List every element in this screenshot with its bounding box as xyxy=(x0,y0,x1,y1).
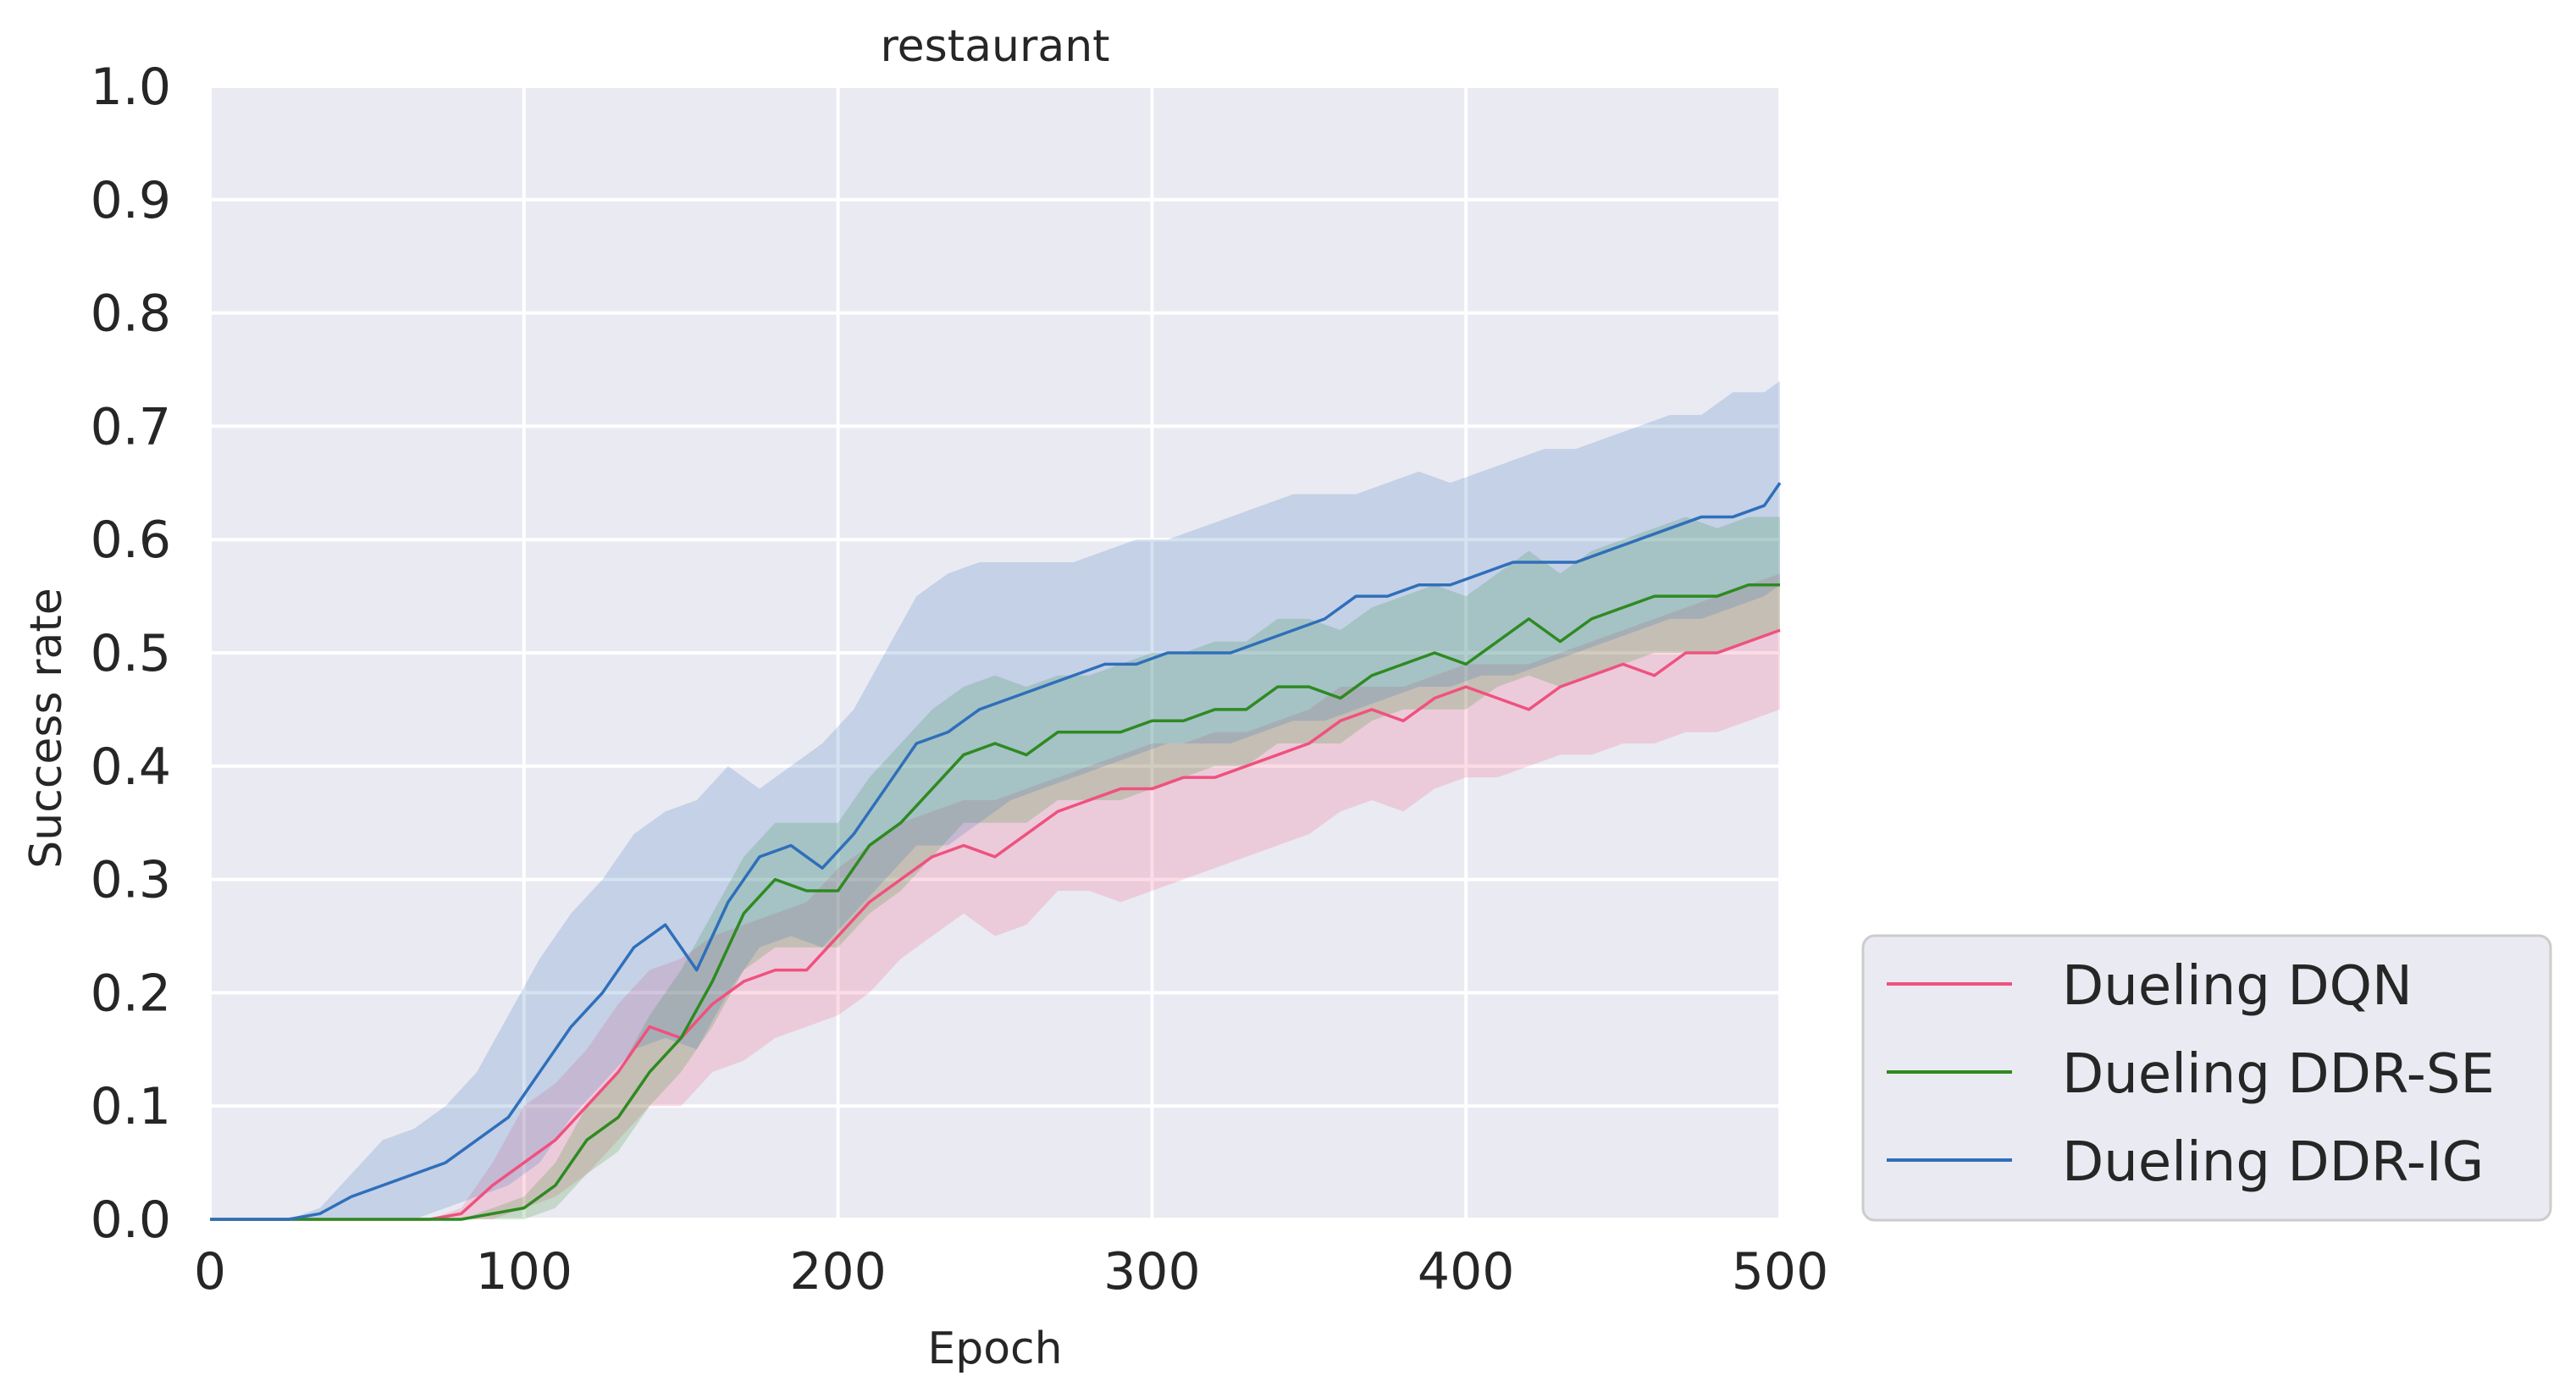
x-tick-label: 100 xyxy=(476,1242,573,1301)
y-tick-label: 0.1 xyxy=(91,1077,171,1136)
line-dueling-ddr-se xyxy=(210,583,1780,1221)
y-tick-label: 0.2 xyxy=(91,964,171,1023)
legend: Dueling DQN Dueling DDR-SE Dueling DDR-I… xyxy=(1861,934,2552,1222)
x-tick-labels: 0 100 200 300 400 500 xyxy=(194,1242,1828,1301)
confidence-bands xyxy=(210,380,1780,1219)
y-tick-labels: 0.0 0.1 0.2 0.3 0.4 0.5 0.6 0.7 0.8 0.9 1.0 xyxy=(91,58,171,1250)
y-tick-label: 0.5 xyxy=(91,624,171,683)
x-tick-label: 500 xyxy=(1732,1242,1829,1301)
x-tick-label: 0 xyxy=(194,1242,226,1301)
band-dueling-ddr-ig xyxy=(210,380,1780,1219)
y-tick-label: 0.4 xyxy=(91,738,171,797)
y-tick-label: 0.7 xyxy=(91,397,171,456)
legend-label-dueling-ddr-ig: Dueling DDR-IG xyxy=(2062,1131,2484,1194)
line-dueling-ddr-ig xyxy=(210,482,1782,1221)
grid-lines xyxy=(208,85,1782,1221)
y-tick-label: 0.9 xyxy=(91,171,171,230)
legend-box xyxy=(1861,934,2552,1222)
y-tick-label: 0.0 xyxy=(91,1191,171,1250)
legend-label-dueling-ddr-se: Dueling DDR-SE xyxy=(2062,1043,2495,1106)
band-dueling-ddr-se xyxy=(210,517,1780,1219)
x-tick-label: 300 xyxy=(1103,1242,1201,1301)
y-tick-label: 1.0 xyxy=(91,58,171,117)
y-axis-label: Success rate xyxy=(21,588,72,868)
line-dueling-dqn xyxy=(210,628,1781,1221)
y-tick-label: 0.6 xyxy=(91,511,171,570)
x-axis-label: Epoch xyxy=(927,1323,1062,1374)
x-tick-label: 200 xyxy=(789,1242,887,1301)
y-tick-label: 0.8 xyxy=(91,285,171,344)
legend-label-dueling-dqn: Dueling DQN xyxy=(2062,955,2413,1018)
x-tick-label: 400 xyxy=(1418,1242,1515,1301)
series-lines xyxy=(210,482,1782,1221)
chart-title: restaurant xyxy=(880,21,1109,72)
band-dueling-dqn xyxy=(210,573,1780,1219)
y-tick-label: 0.3 xyxy=(91,851,171,910)
